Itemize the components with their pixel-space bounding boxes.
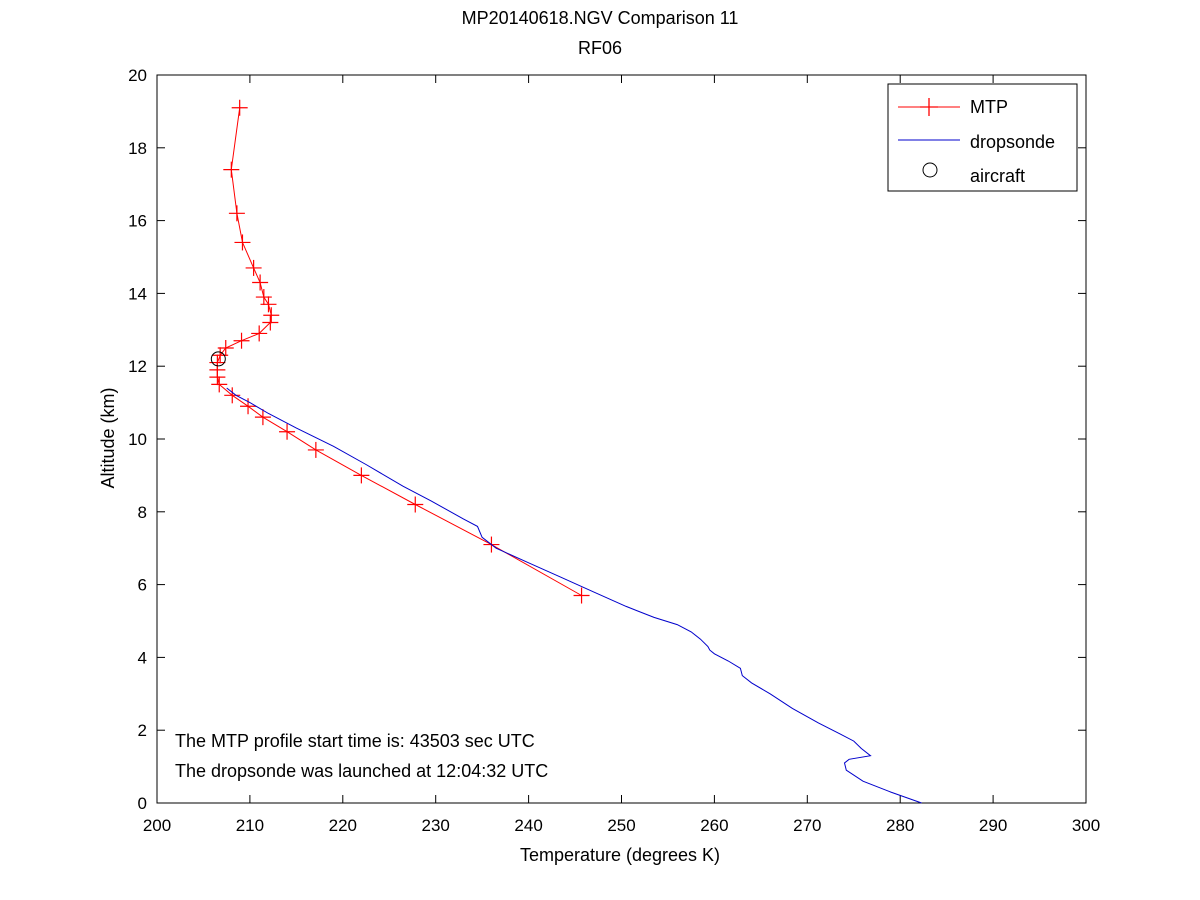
mtp-point xyxy=(263,307,280,324)
x-tick-label: 270 xyxy=(793,816,821,835)
x-tick-label: 290 xyxy=(979,816,1007,835)
legend-aircraft-label: aircraft xyxy=(970,166,1025,186)
mtp-point xyxy=(228,205,245,222)
x-tick-label: 280 xyxy=(886,816,914,835)
x-tick-label: 200 xyxy=(143,816,171,835)
legend-mtp-label: MTP xyxy=(970,97,1008,117)
mtp-point xyxy=(407,496,424,513)
mtp-point xyxy=(224,387,241,404)
annotation-dropsonde-launch: The dropsonde was launched at 12:04:32 U… xyxy=(175,761,549,781)
mtp-point xyxy=(240,398,257,415)
y-tick-label: 14 xyxy=(128,284,147,303)
mtp-point xyxy=(279,423,296,440)
mtp-point xyxy=(252,274,269,291)
y-tick-label: 18 xyxy=(128,139,147,158)
y-tick-label: 16 xyxy=(128,212,147,231)
y-tick-label: 4 xyxy=(138,648,147,667)
mtp-point xyxy=(260,296,277,313)
mtp-point xyxy=(231,99,248,116)
series-layer xyxy=(209,99,922,804)
x-tick-label: 230 xyxy=(422,816,450,835)
x-tick-label: 240 xyxy=(514,816,542,835)
legend-dropsonde-label: dropsonde xyxy=(970,132,1055,152)
y-axis-label: Altitude (km) xyxy=(98,387,118,488)
axes: 200 210 220 230 240 250 260 270 280 290 300 0 2 4 6 8 10… xyxy=(128,66,1100,835)
mtp-point xyxy=(353,467,370,484)
y-tick-label: 0 xyxy=(138,794,147,813)
legend: MTP dropsonde aircraft xyxy=(887,83,1078,192)
y-tick-label: 20 xyxy=(128,66,147,85)
y-tick-label: 12 xyxy=(128,357,147,376)
chart-subtitle: RF06 xyxy=(577,38,622,58)
x-tick-label: 220 xyxy=(329,816,357,835)
dropsonde-series-line xyxy=(226,387,922,804)
y-tick-label: 6 xyxy=(138,576,147,595)
x-tick-label: 300 xyxy=(1072,816,1100,835)
x-tick-label: 260 xyxy=(700,816,728,835)
mtp-point xyxy=(211,376,228,393)
x-tick-label: 210 xyxy=(236,816,264,835)
mtp-point xyxy=(217,340,234,356)
mtp-point xyxy=(262,314,279,331)
mtp-point xyxy=(307,441,324,458)
y-tick-label: 8 xyxy=(138,503,147,522)
mtp-point xyxy=(255,289,272,306)
mtp-point xyxy=(245,259,262,276)
x-tick-label: 250 xyxy=(607,816,635,835)
mtp-point xyxy=(251,325,268,342)
y-tick-label: 10 xyxy=(128,430,147,449)
y-tick-label: 2 xyxy=(138,721,147,740)
chart-title: MP20140618.NGV Comparison 11 xyxy=(461,8,739,28)
mtp-point xyxy=(254,409,271,426)
mtp-point xyxy=(234,234,251,251)
mtp-point xyxy=(573,587,590,604)
mtp-point xyxy=(233,332,250,349)
mtp-series-line xyxy=(216,107,582,596)
legend-box xyxy=(887,83,1078,192)
aircraft-point xyxy=(210,351,226,367)
x-axis-label: Temperature (degrees K) xyxy=(520,845,720,865)
mtp-point xyxy=(223,161,240,178)
legend-aircraft-marker xyxy=(922,162,938,178)
annotation-mtp-start-time: The MTP profile start time is: 43503 sec… xyxy=(175,731,535,751)
